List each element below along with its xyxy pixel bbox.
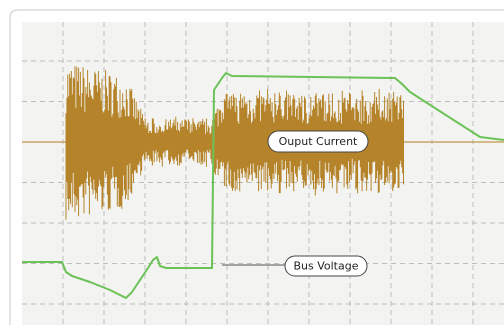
scope-capture: Ouput Current Bus Voltage: [0, 0, 504, 325]
page: Ouput Current Bus Voltage (() => { const…: [0, 0, 504, 325]
voltage-label: Bus Voltage: [293, 260, 358, 273]
current-label: Ouput Current: [279, 135, 358, 148]
